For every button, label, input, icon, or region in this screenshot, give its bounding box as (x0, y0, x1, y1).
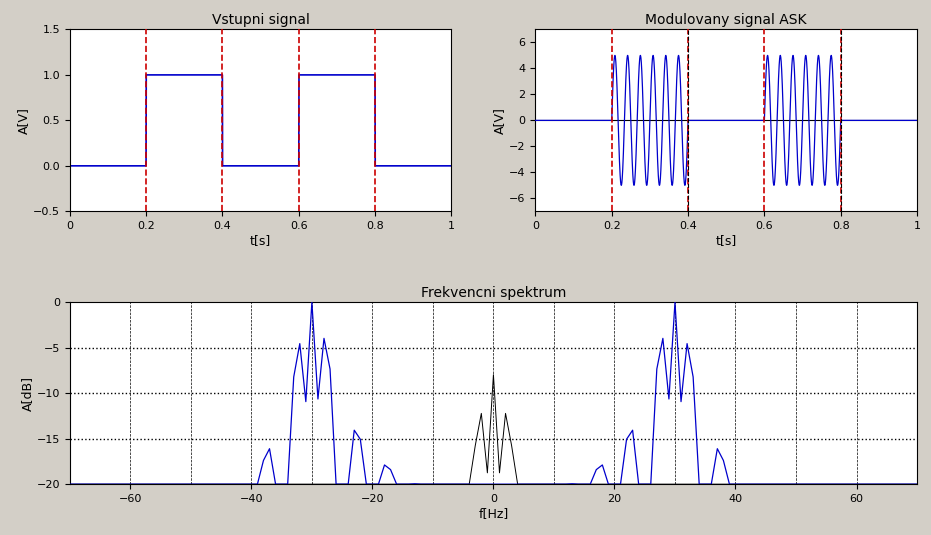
X-axis label: f[Hz]: f[Hz] (479, 507, 508, 519)
Title: Modulovany signal ASK: Modulovany signal ASK (645, 13, 807, 27)
Title: Frekvencni spektrum: Frekvencni spektrum (421, 286, 566, 300)
Title: Vstupni signal: Vstupni signal (211, 13, 310, 27)
Y-axis label: A[V]: A[V] (18, 107, 31, 134)
Y-axis label: A[dB]: A[dB] (20, 376, 34, 411)
Y-axis label: A[V]: A[V] (493, 107, 506, 134)
X-axis label: t[s]: t[s] (250, 234, 271, 247)
X-axis label: t[s]: t[s] (716, 234, 736, 247)
